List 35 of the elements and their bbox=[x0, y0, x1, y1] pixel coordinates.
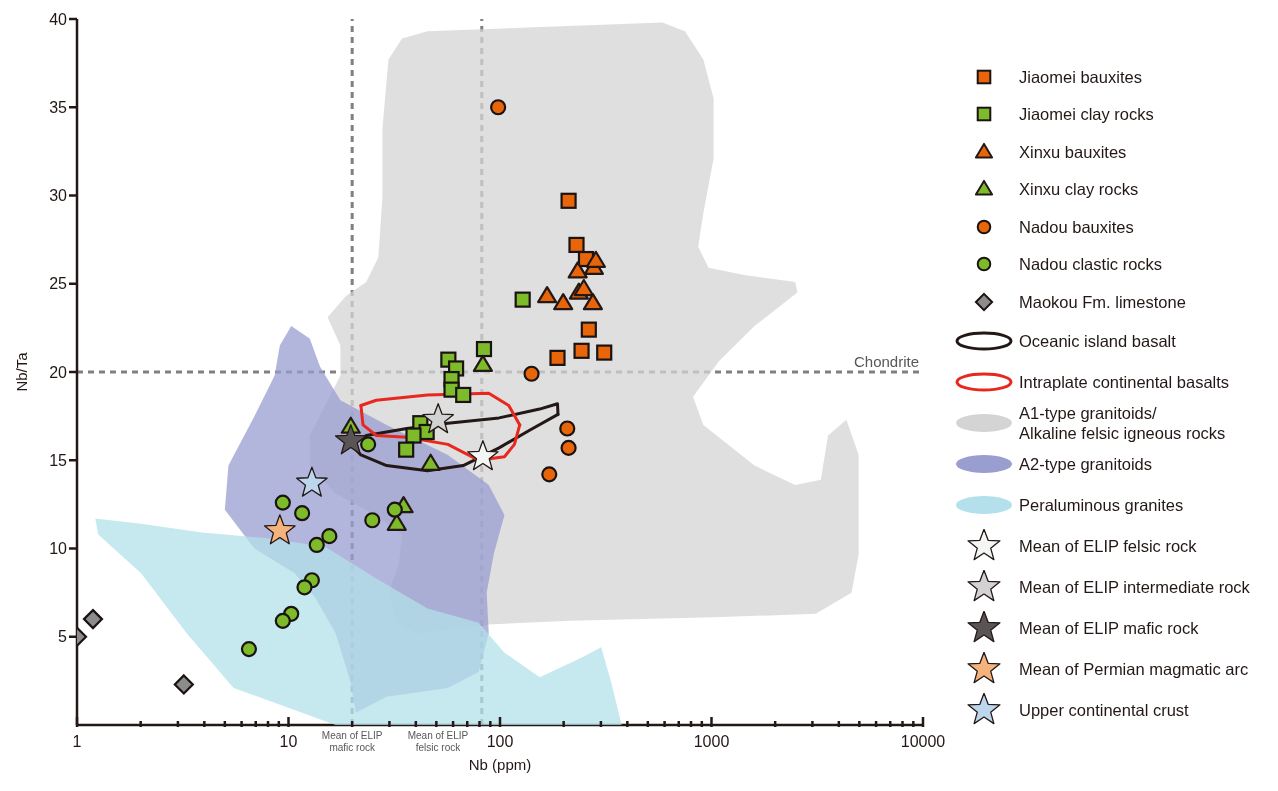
y-tick-label: 25 bbox=[49, 275, 68, 293]
legend-label: A1-type granitoids/ Alkaline felsic igneous rocks bbox=[1019, 403, 1226, 443]
x-tick-label: 100 bbox=[486, 733, 514, 750]
y-axis-title: Nb/Ta bbox=[13, 351, 31, 392]
y-tick-label: 15 bbox=[49, 451, 68, 469]
legend-label: Intraplate continental basalts bbox=[1019, 372, 1230, 392]
legend-label: Peraluminous granites bbox=[1019, 495, 1184, 515]
legend-label: Mean of ELIP mafic rock bbox=[1019, 618, 1199, 638]
ref-line-label: Chondrite bbox=[853, 353, 919, 370]
legend-label: Oceanic island basalt bbox=[1019, 331, 1176, 351]
legend-label: Jiaomei clay rocks bbox=[1019, 104, 1154, 125]
legend-label: Nadou bauxites bbox=[1019, 216, 1134, 237]
legend-label: Upper continental crust bbox=[1019, 700, 1189, 720]
y-tick-label: 35 bbox=[49, 98, 68, 116]
y-tick-label: 5 bbox=[58, 628, 68, 646]
x-tick-label: 1 bbox=[72, 733, 82, 750]
y-tick-label: 30 bbox=[49, 187, 68, 205]
legend-label: Mean of Permian magmatic arc bbox=[1019, 659, 1249, 679]
x-axis-title: Nb (ppm) bbox=[468, 756, 532, 773]
x-tick-label: 10 bbox=[279, 733, 298, 750]
legend-label: Nadou clastic rocks bbox=[1019, 254, 1163, 275]
ref-line-label: Mean of ELIP felsic rock bbox=[407, 730, 469, 753]
legend-label: Xinxu bauxites bbox=[1019, 141, 1127, 162]
legend-label: Maokou Fm. limestone bbox=[1019, 291, 1186, 312]
legend-label: Mean of ELIP felsic rock bbox=[1019, 536, 1197, 556]
legend-label: Mean of ELIP intermediate rock bbox=[1019, 577, 1250, 597]
ref-line-label: Mean of ELIP mafic rock bbox=[321, 730, 383, 753]
y-tick-label: 10 bbox=[49, 540, 68, 558]
y-tick-label: 20 bbox=[49, 363, 68, 381]
x-tick-label: 1000 bbox=[693, 733, 730, 750]
x-tick-label: 10000 bbox=[900, 733, 946, 750]
legend-label: A2-type granitoids bbox=[1019, 454, 1152, 474]
legend-label: Jiaomei bauxites bbox=[1019, 66, 1142, 87]
legend-label: Xinxu clay rocks bbox=[1019, 179, 1139, 200]
y-tick-label: 40 bbox=[49, 10, 68, 28]
